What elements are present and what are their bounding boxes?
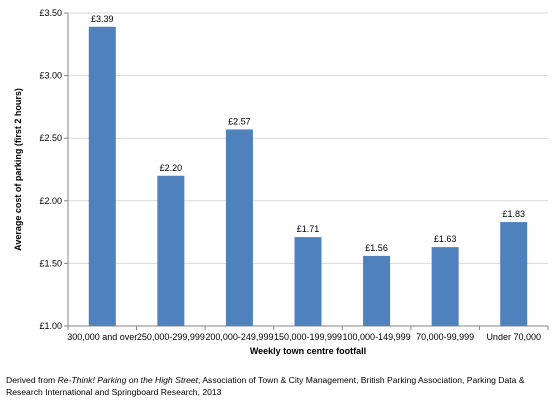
bar xyxy=(225,129,253,326)
bars xyxy=(88,26,528,326)
x-axis-title: Weekly town centre footfall xyxy=(250,346,366,356)
bar xyxy=(294,237,322,326)
bar xyxy=(363,255,391,326)
x-tick-label: 100,000-149,999 xyxy=(343,332,411,342)
x-tick-label: 300,000 and over xyxy=(67,332,137,342)
bar xyxy=(500,222,528,326)
bar xyxy=(157,175,185,326)
data-label: £1.83 xyxy=(502,209,525,219)
y-tick-label: £1.00 xyxy=(39,321,62,331)
data-label: £1.56 xyxy=(365,243,388,253)
source-prefix: Derived from xyxy=(6,375,58,385)
x-axis-ticks: 300,000 and over 250,000-299,999 200,000-2… xyxy=(67,326,549,342)
y-tick-label: £3.00 xyxy=(39,71,62,81)
source-rest: , Association of Town & City Management,… xyxy=(6,375,525,397)
source-note: Derived from Re-Think! Parking on the Hi… xyxy=(6,374,556,398)
y-axis-ticks: £1.00 £1.50 £2.00 £2.50 £3.00 £3.50 xyxy=(39,8,68,331)
y-tick-label: £3.50 xyxy=(39,8,62,18)
x-tick-label: 250,000-299,999 xyxy=(137,332,205,342)
source-title: Re-Think! Parking on the High Street xyxy=(57,375,199,385)
data-label: £1.71 xyxy=(297,224,320,234)
bar xyxy=(88,26,116,326)
data-label: £3.39 xyxy=(91,14,114,24)
gridlines xyxy=(68,12,548,264)
y-tick-label: £1.50 xyxy=(39,258,62,268)
bar-chart: £1.00 £1.50 £2.00 £2.50 £3.00 £3.50 £3.39 £2.2… xyxy=(13,8,549,356)
x-tick-label: 70,000-99,999 xyxy=(416,332,474,342)
y-tick-label: £2.50 xyxy=(39,133,62,143)
y-tick-label: £2.00 xyxy=(39,196,62,206)
data-label: £2.20 xyxy=(160,163,183,173)
x-tick-label: 150,000-199,999 xyxy=(274,332,342,342)
data-label: £1.63 xyxy=(434,234,457,244)
data-label: £2.57 xyxy=(228,116,251,126)
y-axis-title: Average cost of parking (first 2 hours) xyxy=(13,88,23,251)
x-tick-label: Under 70,000 xyxy=(486,332,541,342)
data-labels: £3.39 £2.20 £2.57 £1.71 £1.56 £1.63 £1.83 xyxy=(91,14,525,253)
bar xyxy=(431,247,459,326)
x-tick-label: 200,000-249,999 xyxy=(205,332,273,342)
